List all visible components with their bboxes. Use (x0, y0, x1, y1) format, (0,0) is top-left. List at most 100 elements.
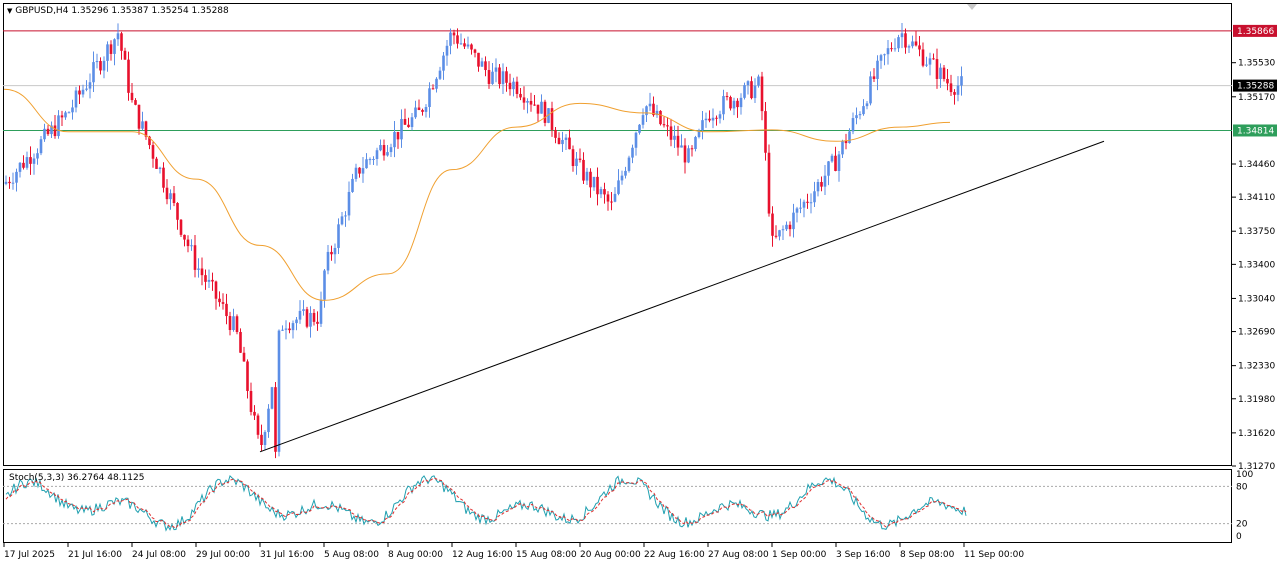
candle-body (442, 55, 445, 71)
candle-body (116, 33, 120, 40)
stoch-main-line (5, 474, 967, 532)
candle-body (865, 103, 869, 107)
candle-body (760, 76, 764, 112)
price-tick-label: 1.33750 (1238, 227, 1275, 237)
candle-body (498, 67, 501, 85)
candle-body (617, 180, 620, 194)
time-tick-label: 20 Aug 00:00 (580, 550, 641, 560)
candle-body (88, 82, 92, 89)
candle-body (473, 49, 477, 53)
candle-body (918, 45, 921, 50)
candle-body (746, 81, 750, 86)
ascending-trendline[interactable] (259, 140, 1105, 453)
candle-body (403, 118, 407, 125)
candle-body (925, 64, 928, 66)
candle-body (907, 46, 911, 48)
candle-body (757, 76, 760, 86)
candle-body (736, 100, 739, 108)
candle-body (221, 302, 225, 304)
chart-shift-icon[interactable] (967, 4, 977, 10)
candle-body (207, 279, 211, 282)
time-tick-label: 17 Jul 2025 (4, 550, 55, 560)
moving-average-line[interactable] (3, 88, 951, 301)
candle-body (449, 32, 452, 46)
candle-body (669, 126, 673, 140)
candle-body (683, 145, 687, 163)
candle-body (711, 117, 715, 121)
candle-body (452, 32, 456, 36)
candle-body (666, 125, 669, 127)
candle-body (74, 90, 78, 108)
candle-body (333, 247, 337, 255)
candle-body (445, 45, 449, 56)
support-price-tag-bg (1233, 124, 1277, 137)
chart-header[interactable]: ▼ GBPUSD,H4 1.35296 1.35387 1.35254 1.35… (7, 6, 229, 16)
price-tick-label: 1.31980 (1238, 395, 1275, 405)
candle-body (113, 39, 116, 54)
candle-body (428, 88, 431, 108)
candle-body (305, 309, 309, 327)
candle-body (183, 234, 186, 240)
candle-body (11, 182, 15, 184)
candle-body (263, 432, 267, 446)
candle-body (606, 194, 610, 202)
candle-body (302, 309, 305, 311)
candle-body (46, 128, 50, 135)
time-tick-label: 1 Sep 00:00 (772, 550, 827, 560)
candle-body (477, 52, 480, 67)
candle-body (662, 124, 666, 126)
candle-body (830, 155, 834, 162)
candle-body (32, 158, 36, 164)
candle-body (848, 131, 851, 144)
candle-body (260, 434, 263, 446)
candle-body (57, 115, 60, 137)
candle-body (491, 71, 494, 84)
candle-body (400, 118, 403, 140)
candle-body (190, 245, 193, 247)
candle-body (319, 299, 323, 324)
price-chart-panel[interactable] (3, 3, 1232, 466)
candle-body (883, 54, 886, 56)
candle-body (284, 328, 288, 330)
candle-body (634, 132, 638, 148)
candle-body (624, 170, 627, 176)
candle-body (71, 107, 74, 113)
candle-body (393, 131, 396, 148)
dropdown-triangle-icon[interactable]: ▼ (7, 7, 13, 15)
candle-body (459, 43, 463, 45)
candle-body (701, 120, 704, 131)
candle-body (676, 135, 680, 148)
candle-body (309, 312, 312, 327)
candle-body (148, 136, 151, 146)
candle-body (515, 81, 519, 94)
candle-body (561, 139, 564, 145)
candle-body (137, 104, 141, 129)
candle-body (421, 109, 424, 112)
stochastic-panel[interactable] (3, 469, 1232, 543)
candle-body (396, 131, 400, 140)
candle-body (379, 145, 382, 151)
candle-body (729, 97, 732, 109)
candle-body (862, 106, 865, 115)
candle-body (141, 121, 144, 129)
candle-body (960, 76, 963, 86)
candle-body (508, 82, 512, 90)
candle-body (788, 224, 792, 230)
candle-body (134, 100, 137, 105)
candle-body (424, 107, 428, 112)
candle-body (484, 61, 487, 71)
candle-body (816, 182, 820, 192)
candle-body (942, 67, 946, 79)
candle-body (316, 321, 319, 324)
candle-body (120, 33, 123, 51)
price-axis: 1.35530 1.35170 1.34460 1.34110 1.33750 1.334… (1232, 59, 1275, 472)
candle-body (820, 182, 823, 187)
candle-body (571, 149, 575, 167)
time-tick-label: 27 Aug 08:00 (708, 550, 769, 560)
candle-body (904, 33, 907, 48)
candle-body (410, 117, 414, 128)
candle-body (827, 161, 830, 176)
candle-body (99, 61, 102, 71)
price-tick-label: 1.34110 (1238, 193, 1275, 203)
time-axis: 17 Jul 2025 21 Jul 16:00 24 Jul 08:00 29 Ju… (3, 543, 1024, 560)
